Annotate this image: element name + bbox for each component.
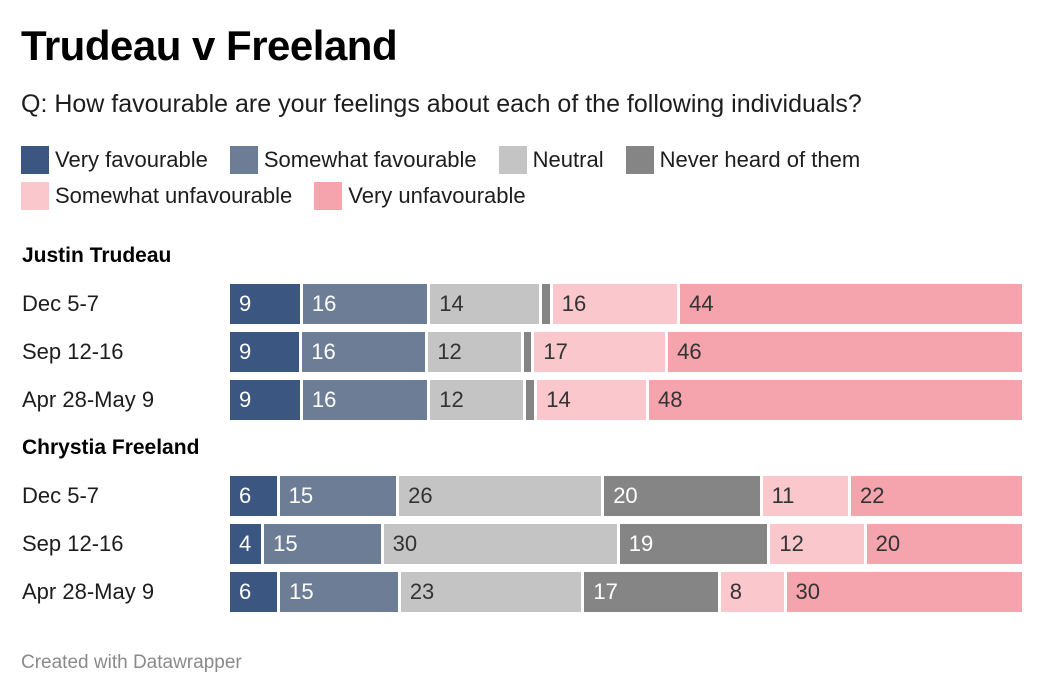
bar-segment-neutral [383,524,617,564]
legend-swatch [498,146,527,174]
legend-label: Very unfavourable [348,183,526,208]
legend-label: Very favourable [55,147,208,172]
bar-segment-very-favourable [230,524,262,564]
bar-segment-somewhat-favourable [280,572,398,612]
bar-segment-very-favourable [230,284,300,324]
chart-title: Trudeau v Freeland [21,22,398,69]
bar-segment-somewhat-unfavourable [537,380,647,420]
bar-segment-somewhat-unfavourable [762,476,849,516]
chart-subtitle: Q: How favourable are your feelings abou… [21,90,862,118]
row-label: Apr 28-May 9 [22,579,155,604]
bar-segment-somewhat-unfavourable [552,284,678,324]
bar-segment-never-heard-of-them [542,284,550,324]
stacked-bar: 9 16 14 16 44 [230,284,1022,324]
bar-segment-very-unfavourable [851,476,1022,516]
bar-segment-somewhat-unfavourable [720,572,784,612]
bar-segment-never-heard-of-them [526,380,535,420]
bar-segment-very-unfavourable [668,332,1022,372]
bar-segment-neutral [430,284,540,324]
bar-segment-very-favourable [230,380,300,420]
legend-swatch [229,146,258,174]
legend: Very favourable Somewhat favourable Neut… [21,146,1011,210]
bar-segment-never-heard-of-them [619,524,768,564]
stacked-bar: 6 15 26 20 11 22 [230,476,1022,516]
stacked-bar: 4 15 30 19 12 20 [230,524,1022,564]
legend-label: Neutral [532,147,604,172]
bar-segment-very-favourable [230,572,278,612]
stacked-bar: 9 16 12 14 48 [230,380,1022,420]
bar-segment-somewhat-favourable [279,476,397,516]
legend-item-never-heard: Never heard of them [625,146,861,174]
bar-segment-very-unfavourable [786,572,1022,612]
legend-item-neutral: Neutral [498,146,604,174]
row-label: Sep 12-16 [22,531,124,556]
group-label-freeland: Chrystia Freeland [22,436,200,459]
bar-segment-neutral [428,332,521,372]
bar-segment-somewhat-favourable [302,380,428,420]
row-label: Sep 12-16 [22,339,124,364]
bar-segment-very-favourable [230,332,300,372]
bar-segment-very-unfavourable [866,524,1022,564]
row-label: Dec 5-7 [22,483,100,508]
legend-item-very-unfavourable: Very unfavourable [314,182,526,210]
bar-segment-very-unfavourable [680,284,1022,324]
legend-item-very-favourable: Very favourable [21,146,208,174]
legend-label: Never heard of them [659,147,861,172]
bar-segment-never-heard-of-them [523,332,532,372]
bar-segment-neutral [430,380,524,420]
group-label-trudeau: Justin Trudeau [22,244,172,267]
bar-segment-somewhat-favourable [302,284,428,324]
legend-label: Somewhat favourable [263,147,477,172]
legend-swatch [625,146,654,174]
bar-segment-very-favourable [230,476,277,516]
stacked-bar: 6 15 23 17 8 30 [230,572,1022,612]
bar-segment-very-unfavourable [649,380,1022,420]
bar-segment-never-heard-of-them [604,476,760,516]
bar-segment-somewhat-favourable [302,332,426,372]
bar-segment-somewhat-unfavourable [534,332,666,372]
legend-label: Somewhat unfavourable [55,183,293,208]
bar-segment-somewhat-unfavourable [770,524,864,564]
bar-segment-somewhat-favourable [264,524,381,564]
legend-swatch [21,146,49,174]
stacked-bar: 9 16 12 17 46 [230,332,1022,372]
row-label: Apr 28-May 9 [22,387,155,412]
legend-swatch [21,182,49,210]
legend-item-somewhat-unfavourable: Somewhat unfavourable [21,182,292,210]
row-label: Dec 5-7 [22,291,100,316]
legend-swatch [314,182,343,210]
bar-segment-never-heard-of-them [584,572,718,612]
bar-segment-neutral [399,476,602,516]
bar-segment-neutral [400,572,582,612]
footer-credit: Created with Datawrapper [21,652,242,673]
legend-item-somewhat-favourable: Somewhat favourable [229,146,477,174]
